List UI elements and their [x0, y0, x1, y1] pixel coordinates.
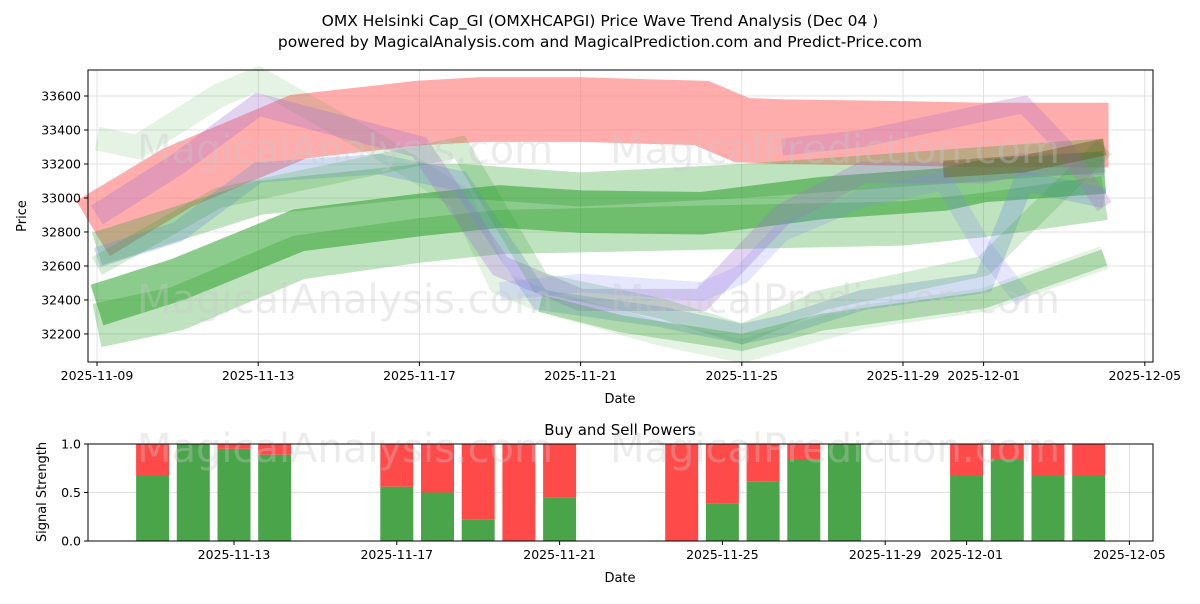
sell-bar: [990, 444, 1024, 460]
plot-frame: [87, 69, 1154, 363]
sell-bar: [1072, 444, 1106, 477]
buy-bar: [1031, 476, 1065, 541]
subchart-title: Buy and Sell Powers: [544, 421, 696, 439]
watermark: MagicalAnalysis.com: [137, 127, 553, 173]
sell-bar: [746, 444, 780, 482]
y-axis-label: Signal Strength: [35, 442, 50, 542]
buy-bar: [421, 492, 454, 541]
sell-bar: [380, 444, 414, 487]
buy-bar: [990, 459, 1024, 541]
wave-band: [538, 249, 1108, 352]
wave-band: [94, 65, 1109, 364]
x-tick-label: 2025-11-17: [383, 368, 456, 383]
wave-band: [92, 135, 1112, 345]
sell-bar: [258, 444, 292, 455]
chart-subtitle: powered by MagicalAnalysis.com and Magic…: [278, 33, 922, 51]
sell-bar: [665, 444, 699, 541]
x-tick-label: 2025-12-05: [1093, 547, 1166, 562]
x-tick-label: 2025-11-25: [686, 547, 759, 562]
wave-band: [942, 138, 1107, 178]
sell-bar: [950, 444, 984, 477]
buy-bar: [217, 448, 251, 541]
price-chart: MagicalAnalysis.com MagicalPrediction.co…: [15, 65, 1181, 407]
wave-band: [93, 153, 1107, 345]
x-tick-label: 2025-11-17: [360, 547, 433, 562]
y-tick-label: 32600: [41, 258, 81, 273]
x-tick-label: 2025-12-05: [1108, 368, 1181, 383]
watermark: MagicalAnalysis.com: [137, 277, 553, 323]
buy-bar: [136, 476, 170, 541]
sell-bar: [421, 444, 454, 493]
sell-bar: [705, 444, 739, 504]
x-tick-label: 2025-11-13: [222, 368, 295, 383]
wave-band: [499, 170, 1032, 306]
watermark: MagicalPrediction.com: [610, 127, 1060, 173]
wave-band: [92, 176, 1108, 348]
x-tick-label: 2025-12-01: [947, 368, 1020, 383]
y-tick-label: 33200: [41, 156, 81, 171]
wave-band: [91, 92, 1105, 312]
x-axis-label: Date: [604, 392, 635, 407]
x-tick-label: 2025-11-21: [544, 368, 617, 383]
sell-bar: [787, 444, 821, 460]
watermark: MagicalAnalysis.com: [137, 426, 553, 472]
buy-bar: [705, 503, 739, 541]
wave-band: [781, 95, 1112, 212]
x-axis-label: Date: [604, 571, 635, 586]
x-tick-label: 2025-11-29: [867, 368, 940, 383]
watermark: MagicalPrediction.com: [610, 277, 1060, 323]
buy-bar: [828, 444, 861, 541]
x-tick-label: 2025-11-29: [849, 547, 922, 562]
buy-bar: [258, 454, 292, 541]
x-tick-label: 2025-11-13: [198, 547, 271, 562]
buy-sell-chart: Buy and Sell Powers MagicalAnalysis.com …: [35, 421, 1166, 586]
y-tick-label: 32800: [41, 224, 81, 239]
sell-bar: [502, 444, 536, 541]
sell-bar: [217, 444, 251, 449]
y-tick-label: 0.0: [61, 534, 81, 549]
buy-bar: [380, 486, 414, 541]
y-tick-label: 33000: [41, 190, 81, 205]
y-tick-label: 1.0: [61, 437, 81, 452]
y-tick-label: 32400: [41, 292, 81, 307]
buy-bar: [950, 476, 984, 541]
y-tick-label: 33400: [41, 122, 81, 137]
buy-bar: [176, 444, 210, 541]
sell-bar: [136, 444, 170, 477]
y-tick-label: 0.5: [61, 485, 81, 500]
buy-bar: [746, 481, 780, 541]
buy-bar: [543, 497, 577, 541]
sell-bar: [543, 444, 577, 498]
x-tick-label: 2025-12-01: [930, 547, 1003, 562]
wave-band: [91, 138, 1106, 266]
wave-band: [76, 77, 1109, 257]
buy-bar: [461, 519, 495, 541]
x-tick-label: 2025-11-21: [523, 547, 596, 562]
x-tick-label: 2025-11-25: [705, 368, 778, 383]
buy-bar: [1072, 476, 1106, 541]
sell-bar: [461, 444, 495, 520]
wave-band: [90, 151, 1106, 326]
y-tick-label: 32200: [41, 326, 81, 341]
chart-title: OMX Helsinki Cap_GI (OMXHCAPGI) Price Wa…: [322, 12, 879, 31]
y-axis-label: Price: [15, 200, 30, 232]
x-tick-label: 2025-11-09: [61, 368, 134, 383]
watermark: MagicalPrediction.com: [610, 426, 1060, 472]
sell-bar: [1031, 444, 1065, 477]
buy-bar: [787, 459, 821, 541]
y-tick-label: 33600: [41, 89, 81, 104]
